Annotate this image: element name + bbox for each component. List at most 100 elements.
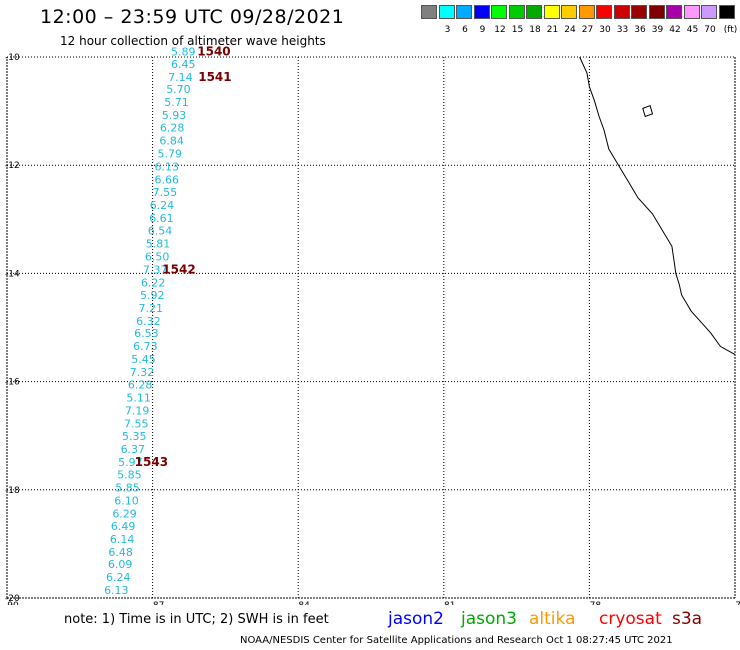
scale-label: 3 <box>444 25 451 35</box>
scale-label: 27 <box>581 25 594 35</box>
legend-cryosat: cryosat <box>599 609 662 629</box>
scale-label: 42 <box>669 25 681 35</box>
scale-label: 39 <box>651 25 664 35</box>
scale-swatch <box>701 5 717 19</box>
scale-label: 24 <box>564 25 576 35</box>
scale-label: 21 <box>546 25 559 35</box>
wave-height-label: 6.14 <box>110 533 134 546</box>
wave-height-label: 6.53 <box>134 327 159 340</box>
island-outline <box>642 105 654 118</box>
scale-swatch <box>683 5 700 19</box>
wave-height-label: 5.70 <box>166 83 191 96</box>
latitude-label: -16 <box>5 378 20 388</box>
wave-height-label: 7.55 <box>153 186 178 199</box>
latitude-label: -12 <box>5 161 20 171</box>
scale-swatch <box>491 5 507 19</box>
wave-height-label: 6.37 <box>121 443 145 456</box>
latitude-label: -14 <box>5 269 20 279</box>
map-subtitle: 12 hour collection of altimeter wave hei… <box>60 34 326 48</box>
wave-height-label: 6.61 <box>149 212 174 225</box>
altimeter-observations: 5.896.457.145.705.715.936.286.845.796.13… <box>104 45 195 597</box>
wave-height-label: 6.09 <box>108 558 133 571</box>
wave-height-map: -10 -12 -14 -16 -18 -20-90 -87 -84 -81 -78 -75 5.8… <box>4 44 740 605</box>
wave-height-label: 5.79 <box>157 148 182 161</box>
scale-label: 6 <box>462 25 468 35</box>
scale-label: 15 <box>511 25 524 35</box>
wave-height-label: 7.55 <box>124 418 149 431</box>
wave-height-label: 5.97 <box>118 456 142 469</box>
scale-swatch <box>508 5 525 19</box>
wave-height-label: 6.13 <box>104 584 129 597</box>
scale-swatch <box>543 5 560 19</box>
scale-label: 9 <box>479 25 486 35</box>
wave-height-label: 5.11 <box>126 392 151 405</box>
wave-height-label: 6.24 <box>150 199 175 212</box>
scale-swatch <box>421 5 437 19</box>
wave-height-label: 7.21 <box>139 302 164 315</box>
scale-label: 70 <box>704 25 716 35</box>
latitude-label: -20 <box>5 594 20 604</box>
scale-swatch <box>613 5 630 19</box>
scale-swatch <box>596 5 612 19</box>
scale-swatch <box>718 5 735 19</box>
map-grid <box>6 56 736 599</box>
wave-height-label: 6.22 <box>141 276 166 289</box>
scale-label: 18 <box>529 25 541 35</box>
map-axis-labels: -10 -12 -14 -16 -18 -20-90 -87 -84 -81 -78 -75 <box>4 53 740 605</box>
wave-height-label: 6.45 <box>171 58 196 71</box>
scale-swatch <box>666 5 682 19</box>
wave-height-label: 6.54 <box>148 224 173 237</box>
pass-number-label: 1541 <box>198 70 231 84</box>
wave-height-label: 6.32 <box>136 315 161 328</box>
scale-swatch <box>456 5 472 19</box>
pass-number-label: 1540 <box>197 44 230 58</box>
longitude-label: -75 <box>732 601 740 605</box>
pass-labels: 1540 1541 1542 1543 <box>135 44 232 469</box>
scale-label: 36 <box>634 25 646 35</box>
wave-height-label: 6.28 <box>128 379 152 392</box>
scale-swatch <box>648 5 665 19</box>
scale-swatch <box>526 5 542 19</box>
coastline <box>579 56 736 356</box>
wave-height-label: 5.35 <box>122 430 147 443</box>
map-title: 12:00 – 23:59 UTC 09/28/2021 <box>40 6 345 28</box>
scale-label: 45 <box>686 25 699 35</box>
longitude-label: -90 <box>4 601 19 605</box>
wave-height-label: 5.45 <box>131 353 156 366</box>
wave-height-label: 6.10 <box>114 494 139 507</box>
wave-height-label: 6.24 <box>106 571 130 584</box>
longitude-label: -84 <box>295 601 310 605</box>
legend-altika: altika <box>529 609 576 629</box>
coastline-path <box>579 56 736 356</box>
longitude-label: -81 <box>441 601 456 605</box>
scale-unit: (ft) <box>723 25 738 35</box>
wave-height-label: 7.14 <box>168 71 193 84</box>
pass-number-label: 1543 <box>135 455 168 469</box>
wave-height-label: 5.85 <box>117 468 142 481</box>
wave-height-label: 5.85 <box>115 481 140 494</box>
wave-height-label: 5.89 <box>171 45 196 58</box>
wave-height-label: 5.92 <box>140 289 165 302</box>
wave-height-label: 6.66 <box>155 174 180 187</box>
wave-height-label: 7.32 <box>130 366 155 379</box>
scale-label: 30 <box>599 25 611 35</box>
legend-s3a: s3a <box>672 609 703 629</box>
credit-line: NOAA/NESDIS Center for Satellite Applica… <box>240 635 673 646</box>
scale-swatch <box>561 5 577 19</box>
wave-height-label: 7.19 <box>125 405 150 418</box>
wave-height-label: 5.81 <box>146 237 171 250</box>
scale-swatch <box>438 5 455 19</box>
scale-label: 33 <box>616 25 629 35</box>
wave-height-label: 7.37 <box>143 263 168 276</box>
latitude-label: -10 <box>5 53 20 63</box>
scale-swatch <box>631 5 647 19</box>
legend-jason3: jason3 <box>461 609 517 629</box>
wave-height-label: 5.71 <box>164 96 189 109</box>
legend-jason2: jason2 <box>388 609 444 629</box>
scale-swatch <box>578 5 595 19</box>
wave-height-label: 6.73 <box>133 340 158 353</box>
wave-height-label: 6.28 <box>160 122 185 135</box>
wave-height-label: 6.84 <box>159 135 184 148</box>
footer-note: note: 1) Time is in UTC; 2) SWH is in fe… <box>64 612 329 627</box>
pass-number-label: 1542 <box>162 262 195 276</box>
